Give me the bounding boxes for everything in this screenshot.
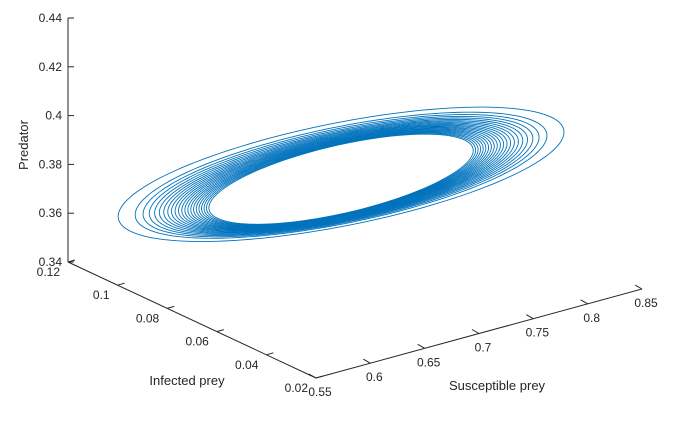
x-tick-mark (417, 343, 425, 349)
trajectory-loop (187, 127, 495, 229)
trajectory-loop (190, 128, 492, 229)
z-tick-label: 0.36 (39, 206, 63, 220)
x-tick-label: 0.55 (308, 385, 332, 399)
x-tick-label: 0.7 (475, 341, 492, 355)
trajectory-loop (117, 106, 565, 242)
x-tick-label: 0.65 (417, 355, 441, 369)
trajectory-loop (195, 129, 487, 228)
trajectory-loop (181, 125, 501, 230)
trajectory-loop (158, 118, 524, 235)
x-tick-mark (634, 284, 643, 290)
trajectory-loop (178, 124, 505, 231)
y-tick-mark (117, 282, 125, 286)
trajectory-loop (171, 122, 512, 232)
y-tick-mark (167, 305, 175, 309)
y-axis-line (67, 261, 317, 379)
y-tick-label: 0.06 (185, 335, 209, 349)
x-tick-mark (308, 373, 317, 379)
z-tick-label: 0.4 (45, 109, 62, 123)
trajectory-loop (142, 114, 540, 238)
y-tick-label: 0.08 (136, 311, 160, 325)
x-tick-mark (580, 299, 588, 305)
trajectory-loop (203, 132, 479, 226)
x-tick-label: 0.75 (526, 326, 550, 340)
y-tick-mark (216, 329, 224, 333)
trajectory-loop (208, 133, 474, 225)
y-tick-mark (67, 259, 76, 263)
trajectory-loop (198, 130, 484, 227)
trajectory-loop (167, 121, 515, 233)
z-axis-title: Predator (16, 119, 31, 170)
x-tick-mark (471, 329, 480, 334)
trajectory-loop (174, 123, 508, 232)
y-tick-mark (315, 375, 324, 379)
y-tick-label: 0.04 (235, 358, 259, 372)
trajectory-loop (163, 120, 519, 234)
z-tick-label: 0.38 (39, 157, 63, 171)
y-tick-label: 0.02 (285, 381, 309, 395)
trajectory-layer (117, 106, 565, 242)
y-tick-label: 0.12 (37, 265, 61, 279)
y-axis-title: Infected prey (149, 373, 225, 388)
y-tick-label: 0.1 (93, 288, 110, 302)
x-tick-mark (363, 358, 371, 364)
x-axis-title: Susceptible prey (449, 378, 546, 393)
tick-labels-layer: 0.34 0.36 0.38 0.4 0.42 0.44 0.02 0.04 0.06 0.08 0… (37, 11, 658, 399)
trajectory-loop (193, 129, 490, 228)
x-tick-label: 0.6 (366, 370, 383, 384)
z-tick-label: 0.42 (39, 60, 63, 74)
x-tick-label: 0.85 (634, 296, 658, 310)
trajectory-loop (148, 115, 534, 237)
z-tick-label: 0.44 (39, 11, 63, 25)
ticks-layer (67, 17, 643, 379)
trajectory-loop (184, 126, 498, 230)
x-tick-mark (526, 314, 534, 320)
x-tick-label: 0.8 (583, 311, 600, 325)
trajectory-loop (206, 132, 477, 226)
z-tick-label: 0.34 (39, 255, 63, 269)
y-tick-mark (266, 352, 274, 356)
trajectory-loop (134, 111, 548, 239)
trajectory-loop (201, 131, 482, 227)
trajectory-loop (154, 117, 528, 236)
